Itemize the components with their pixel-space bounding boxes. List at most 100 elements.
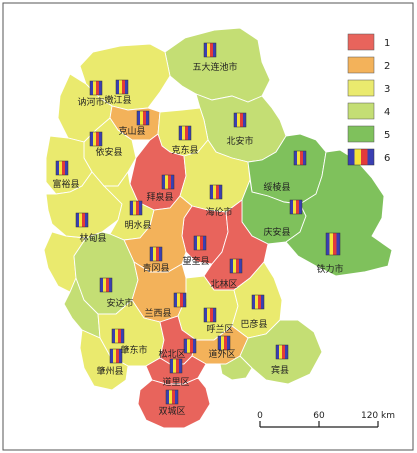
county-region <box>79 329 129 391</box>
county-chart-icon <box>115 79 129 95</box>
county-chart-icon-border <box>209 184 223 200</box>
county-chart-icon-bar-0 <box>150 247 153 261</box>
county-chart-icon-bar-3 <box>175 390 178 404</box>
county-chart-icon-bar-1 <box>177 293 180 307</box>
county-chart-icon <box>217 335 231 351</box>
county-chart-icon-bar-0 <box>112 329 115 343</box>
county-chart-icon-border <box>203 307 217 323</box>
county-chart-icon-bar-0 <box>290 200 293 214</box>
county-label: 望奎县 <box>182 255 209 267</box>
county-chart-icon <box>129 200 143 216</box>
legend-swatch <box>347 56 375 74</box>
county-chart-icon <box>161 174 175 190</box>
county-chart-icon-bar-2 <box>236 259 239 273</box>
scale-label-60: 60 <box>313 411 325 421</box>
legend-icon <box>347 148 375 166</box>
county-chart-icon <box>193 235 207 251</box>
scale-bar: 0 60 120 km <box>257 411 395 428</box>
county-chart-icon-bar-1 <box>182 126 185 140</box>
legend-icon-bar-3 <box>367 149 374 165</box>
county-chart-icon-bar-3 <box>121 329 124 343</box>
county-chart-icon-bar-1 <box>293 200 296 214</box>
county-chart-icon-bar-3 <box>109 278 112 292</box>
county-chart-icon-bar-1 <box>207 43 210 57</box>
county-chart-icon-border <box>109 348 123 364</box>
county-chart-icon-bar-1 <box>187 339 190 353</box>
county-chart-icon-bar-2 <box>118 329 121 343</box>
county-chart-icon <box>89 131 103 147</box>
county-regions <box>43 27 393 429</box>
county-chart-icon-bar-1 <box>169 390 172 404</box>
county-chart-icon-bar-1 <box>173 359 176 373</box>
county-chart-icon-border <box>99 277 113 293</box>
county-chart-icon <box>55 160 69 176</box>
county-chart-icon-bar-2 <box>282 345 285 359</box>
scale-label-120: 120 km <box>361 411 395 421</box>
county-chart-icon-bar-2 <box>143 111 146 125</box>
county-chart-icon-border <box>289 199 303 215</box>
county-chart-icon-bar-2 <box>168 175 171 189</box>
county-chart-icon-bar-3 <box>171 175 174 189</box>
county-label: 林甸县 <box>79 232 106 244</box>
county-chart-icon-bar-2 <box>116 349 119 363</box>
county-chart-icon-bar-2 <box>106 278 109 292</box>
county-label: 富裕县 <box>52 178 79 190</box>
county-chart-icon <box>325 232 341 256</box>
county-chart-icon-bar-1 <box>93 81 96 95</box>
county-label: 五大连池市 <box>192 61 237 73</box>
county-chart-icon-bar-2 <box>180 293 183 307</box>
county-chart-icon <box>209 184 223 200</box>
county-chart-icon-border <box>165 389 179 405</box>
county-chart-icon-bar-3 <box>213 308 216 322</box>
county-label: 依安县 <box>95 146 122 158</box>
county-chart-icon-bar-2 <box>122 80 125 94</box>
county-chart-icon <box>75 212 89 228</box>
county-chart-icon-bar-1 <box>213 185 216 199</box>
county-chart-icon-bar-1 <box>279 345 282 359</box>
map-frame <box>2 2 414 451</box>
county-chart-icon-bar-1 <box>255 295 258 309</box>
county-chart-icon-border <box>193 235 207 251</box>
county-chart-icon-bar-0 <box>56 161 59 175</box>
county-chart-icon-bar-2 <box>62 161 65 175</box>
county-chart-icon-bar-1 <box>197 236 200 250</box>
legend-label: 1 <box>384 38 390 49</box>
county-chart-icon-bar-3 <box>188 126 191 140</box>
county-chart-icon-bar-0 <box>90 81 93 95</box>
county-chart-icon-border <box>217 335 231 351</box>
county-chart-icon-bar-3 <box>219 185 222 199</box>
county-chart-icon-bar-0 <box>137 111 140 125</box>
county-chart-icon-bar-3 <box>139 201 142 215</box>
county-chart-icon <box>109 348 123 364</box>
legend-icon-bar-2 <box>361 149 368 165</box>
county-chart-icon-bar-0 <box>204 308 207 322</box>
chart-icons <box>55 42 341 405</box>
county-chart-icon-border <box>111 328 125 344</box>
county-chart-icon-bar-3 <box>303 151 306 165</box>
county-chart-icon-bar-0 <box>194 236 197 250</box>
county-chart-icon-bar-1 <box>297 151 300 165</box>
county-chart-icon-bar-3 <box>203 236 206 250</box>
county-chart-icon-bar-0 <box>218 336 221 350</box>
county-chart-icon-bar-1 <box>140 111 143 125</box>
county-chart-icon-border <box>89 131 103 147</box>
county-chart-icon-bar-3 <box>85 213 88 227</box>
county-chart-icon-bar-2 <box>96 81 99 95</box>
county-chart-icon-bar-1 <box>233 259 236 273</box>
county-chart-icon-border <box>275 344 289 360</box>
county-chart-icon-bar-2 <box>333 233 337 255</box>
county-chart-icon <box>251 294 265 310</box>
county-chart-icon-bar-1 <box>153 247 156 261</box>
county-chart-icon-bar-2 <box>216 185 219 199</box>
county-chart-icon-bar-2 <box>300 151 303 165</box>
county-label: 克山县 <box>118 126 145 137</box>
county-label: 肇州县 <box>96 365 123 377</box>
county-chart-icon-bar-0 <box>210 185 213 199</box>
legend-icon-border <box>347 148 375 166</box>
county-chart-icon-bar-0 <box>100 278 103 292</box>
county-label: 安达市 <box>106 297 133 309</box>
county-chart-icon-bar-0 <box>230 259 233 273</box>
scale-label-0: 0 <box>257 411 263 421</box>
legend-swatch <box>347 79 375 97</box>
